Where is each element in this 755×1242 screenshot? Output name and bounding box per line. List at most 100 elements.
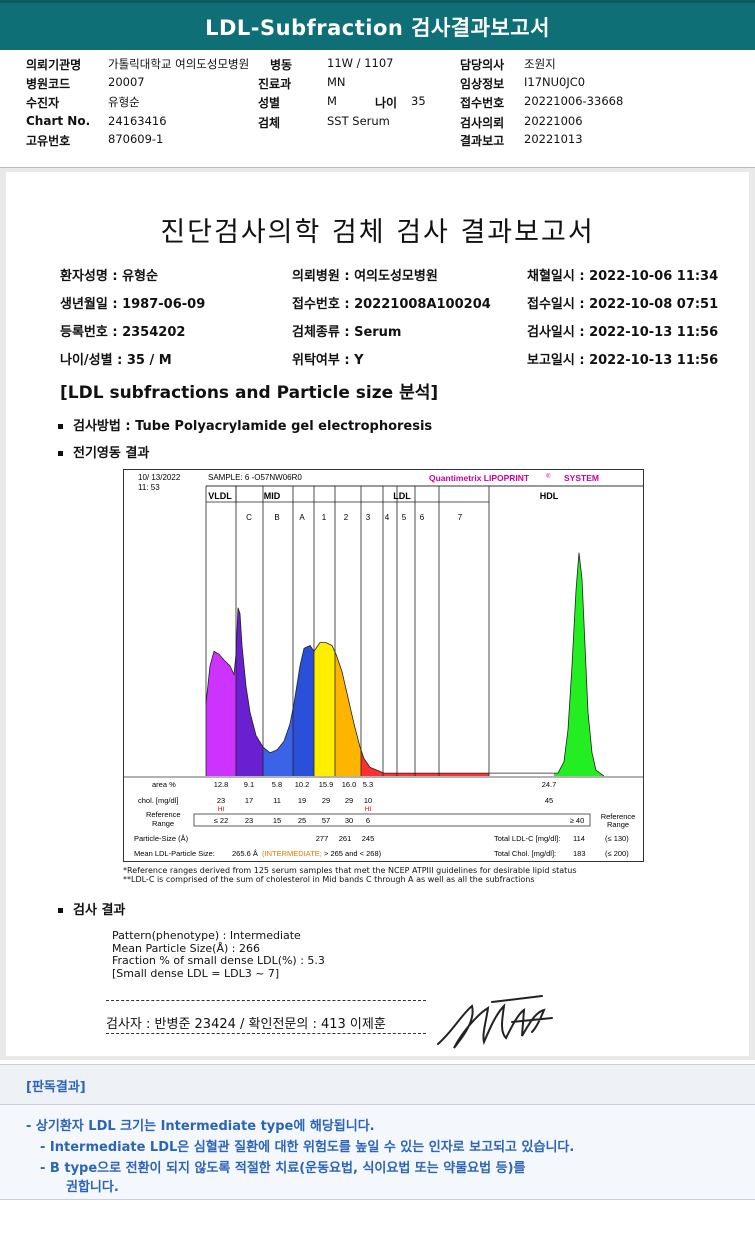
area-value: 9.1	[244, 780, 254, 789]
order-header: 의뢰기관명 가톨릭대학교 여의도성모병원 병동 11W / 1107 담당의사 …	[0, 50, 755, 168]
receipt-label: 접수번호	[460, 96, 505, 110]
chart-sample: SAMPLE: 6 -O57NW06R0	[208, 473, 302, 482]
doc-consign: 위탁여부 : Y	[292, 353, 364, 368]
area-value: 10.2	[295, 780, 310, 789]
chart-no-value: 24163416	[108, 114, 167, 128]
chart-brand-registered: ®	[546, 473, 551, 480]
result-line: Fraction % of small dense LDL(%) : 5.3	[112, 954, 325, 967]
sex-label: 성별	[258, 96, 281, 110]
band-area-1	[314, 642, 335, 776]
ref-right-label-1: Reference	[601, 812, 636, 821]
chol-value: 29	[322, 796, 330, 805]
total-ldl-value: 114	[573, 834, 585, 843]
request-value: 20221006	[524, 114, 583, 128]
band-label-2: 2	[344, 513, 349, 522]
patient-value: 유형순	[108, 95, 140, 109]
band-label-a: A	[299, 513, 305, 522]
section-heading: [LDL subfractions and Particle size 분석]	[60, 383, 439, 403]
row-label-area: area %	[152, 780, 176, 789]
footnote-1: *Reference ranges derived from 125 serum…	[123, 866, 577, 875]
clinical-value: I17NU0JC0	[524, 75, 586, 89]
comment-line-2: - Intermediate LDL은 심혈관 질환에 대한 위험도를 높일 수…	[40, 1140, 575, 1155]
signer-text: 검사자 : 반병준 23424 / 확인전문의 : 413 이제훈	[106, 1017, 386, 1032]
code-value: 20007	[108, 75, 145, 89]
comment-line-4: 권합니다.	[66, 1180, 119, 1195]
ref-value: 23	[245, 816, 253, 825]
lab-report-page: 진단검사의학 검체 검사 결과보고서 환자성명 : 유형순 생년월일 : 198…	[6, 172, 749, 1056]
chol-value: 23	[217, 796, 225, 805]
chart-date: 10/ 13/2022	[138, 473, 181, 482]
bullet-dot	[58, 451, 63, 456]
ref-right-label-2: Range	[607, 820, 629, 829]
band-label-7: 7	[458, 513, 463, 522]
sex-value: M	[327, 94, 337, 108]
ref-value: ≤ 22	[214, 816, 229, 825]
chart-time: 11: 53	[138, 483, 160, 492]
total-chol-ref: (≤ 200)	[605, 849, 629, 858]
band-label-4: 4	[385, 513, 390, 522]
chol-value: 45	[545, 796, 553, 805]
result-line: [Small dense LDL = LDL3 ~ 7]	[112, 966, 280, 980]
doc-specimen: 검체종류 : Serum	[292, 325, 402, 340]
chol-value: 17	[245, 796, 253, 805]
particle-size-label: Particle-Size (Å)	[134, 834, 189, 843]
band-area-a	[293, 645, 314, 776]
band-label-5: 5	[402, 513, 407, 522]
patient-label: 수진자	[26, 96, 60, 110]
judgement-title: [판독결과]	[26, 1080, 86, 1095]
band-label-3: 3	[366, 513, 371, 522]
doc-dob: 생년월일 : 1987-06-09	[60, 297, 206, 312]
group-label-ldl: LDL	[393, 491, 411, 501]
report-banner-title: LDL-Subfraction 검사결과보고서	[205, 15, 550, 40]
report-banner: LDL-Subfraction 검사결과보고서	[0, 0, 755, 50]
particle-size-value: 245	[362, 834, 375, 843]
ref-value: 30	[345, 816, 353, 825]
chol-value: 11	[273, 796, 281, 805]
band-area-6	[415, 773, 439, 776]
group-label-hdl: HDL	[540, 491, 559, 501]
electro-text: 전기영동 결과	[73, 446, 150, 461]
hi-flag: HI	[218, 806, 225, 813]
ref-value-hdl: ≥ 40	[570, 816, 585, 825]
band-label-c: C	[246, 513, 252, 522]
band-area-7	[439, 773, 489, 776]
request-label: 검사의뢰	[460, 116, 505, 130]
bullet-dot	[58, 908, 63, 913]
band-area-2	[335, 652, 361, 776]
band-label-1: 1	[322, 513, 327, 522]
judgement-header: [판독결과]	[0, 1064, 755, 1104]
ref-value: 57	[322, 816, 330, 825]
signature-line-bottom	[106, 1033, 426, 1034]
chol-value: 19	[298, 796, 306, 805]
result-line: Pattern(phenotype) : Intermediate	[112, 929, 301, 942]
report-image-frame: 진단검사의학 검체 검사 결과보고서 환자성명 : 유형순 생년월일 : 198…	[0, 168, 755, 1060]
age-label: 나이	[375, 96, 398, 110]
doc-title: 진단검사의학 검체 검사 결과보고서	[160, 217, 595, 248]
judgement-comments: - 상기환자 LDL 크기는 Intermediate type에 해당됩니다.…	[0, 1104, 755, 1200]
results-heading-text: 검사 결과	[73, 903, 126, 918]
area-value: 5.3	[363, 780, 373, 789]
doc-patient: 환자성명 : 유형순	[60, 269, 158, 284]
area-value: 16.0	[342, 780, 357, 789]
band-area-b	[263, 708, 293, 776]
bullet-dot	[58, 424, 63, 429]
method-line: 검사방법 : Tube Polyacrylamide gel electroph…	[58, 415, 432, 434]
ref-value: 6	[366, 816, 370, 825]
total-chol-label: Total Chol. [mg/dl]:	[494, 849, 556, 858]
report-date-label: 결과보고	[460, 134, 505, 148]
band-area-3	[361, 749, 383, 776]
dept-value: MN	[327, 75, 346, 89]
area-value: 15.9	[319, 780, 334, 789]
electro-heading: 전기영동 결과	[58, 442, 149, 461]
report-date-value: 20221013	[524, 132, 583, 146]
ward-value: 11W / 1107	[327, 56, 394, 70]
mean-size-range: > 265 and < 268)	[324, 849, 382, 858]
band-area-hdl	[554, 552, 604, 776]
uid-value: 870609-1	[108, 132, 164, 146]
doctor-value: 조원지	[524, 57, 556, 71]
code-label: 병원코드	[26, 77, 71, 91]
doctor-label: 담당의사	[460, 58, 505, 72]
specimen-value: SST Serum	[327, 114, 390, 128]
doc-received: 접수일시 : 2022-10-08 07:51	[527, 297, 719, 312]
